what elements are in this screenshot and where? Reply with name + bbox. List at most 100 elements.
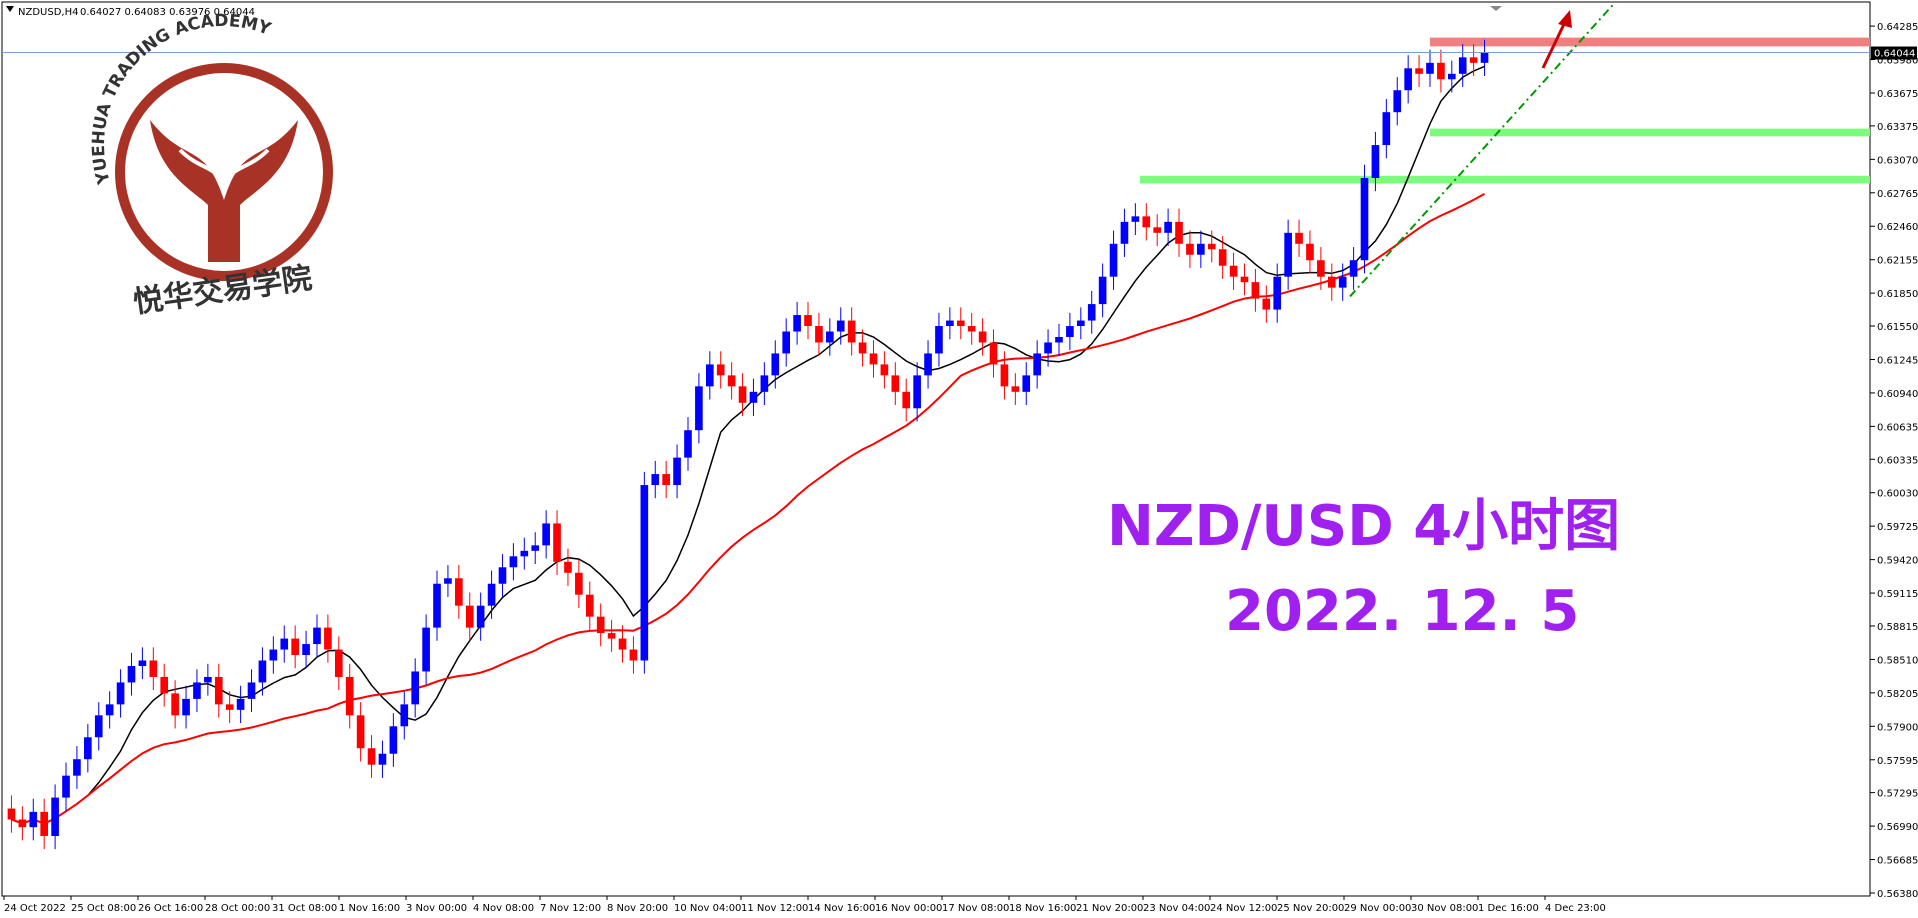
- candle-body: [738, 386, 747, 403]
- price-tick-label: 0.63375: [1877, 122, 1918, 133]
- candle-body: [487, 583, 496, 606]
- candle-body: [1426, 62, 1434, 74]
- time-tick-label: 26 Oct 16:00: [138, 903, 203, 914]
- time-tick-label: 18 Nov 16:00: [1009, 903, 1076, 914]
- candle-body: [193, 682, 201, 699]
- price-tick-label: 0.58815: [1877, 622, 1918, 633]
- candle-body: [673, 457, 681, 486]
- price-tick-label: 0.57900: [1877, 722, 1918, 733]
- support-zone-lower: [1140, 175, 1870, 184]
- candle-body: [1033, 353, 1041, 376]
- candle-body: [858, 342, 867, 354]
- candle-body: [902, 391, 911, 409]
- time-tick-label: 31 Oct 08:00: [272, 903, 337, 914]
- candle-body: [225, 704, 234, 710]
- chart-header: NZDUSD,H4 0.64027 0.64083 0.63976 0.6404…: [6, 6, 255, 18]
- candle-body: [1131, 216, 1140, 222]
- candle-body: [891, 375, 900, 392]
- uptrend-line: [1349, 1, 1616, 298]
- logo-leaf-icon: [178, 148, 270, 190]
- candle-body: [705, 364, 714, 387]
- candle-body: [94, 715, 103, 738]
- candle-body: [345, 676, 354, 716]
- candle-body: [182, 698, 190, 716]
- candle-body: [247, 682, 256, 699]
- candle-body: [1044, 342, 1052, 354]
- candle-body: [989, 342, 998, 365]
- ma-fast-line: [11, 65, 1485, 825]
- candle-body: [575, 572, 583, 595]
- candle-body: [913, 375, 921, 409]
- candle-body: [1197, 243, 1205, 255]
- candle-body: [542, 523, 550, 546]
- price-tick-label: 0.60635: [1877, 422, 1918, 433]
- candle-body: [1055, 336, 1063, 343]
- candle-body: [1317, 260, 1325, 277]
- candle-body: [51, 797, 59, 836]
- candle-body: [367, 748, 376, 765]
- candle-body: [520, 550, 529, 557]
- candle-body: [313, 627, 321, 645]
- candle-body: [269, 649, 278, 661]
- candle-body: [1120, 221, 1129, 244]
- candle-body: [924, 353, 932, 376]
- time-tick-label: 29 Nov 00:00: [1344, 903, 1411, 914]
- time-tick-label: 3 Nov 00:00: [406, 903, 467, 914]
- candle-body: [1207, 243, 1216, 250]
- candle-body: [7, 808, 16, 820]
- price-tick-label: 0.63980: [1877, 56, 1918, 67]
- candle-body: [793, 315, 801, 332]
- candle-body: [280, 638, 289, 650]
- price-tick-label: 0.58510: [1877, 655, 1918, 666]
- candle-body: [771, 353, 780, 376]
- candles-layer: [7, 39, 1489, 850]
- candle-body: [455, 578, 463, 606]
- candle-body: [1404, 68, 1412, 91]
- candle-body: [204, 676, 212, 683]
- candle-body: [880, 364, 889, 376]
- candle-body: [334, 649, 343, 677]
- symbol-label: NZDUSD,H4: [18, 7, 78, 18]
- candle-body: [1469, 57, 1478, 63]
- candle-body: [847, 320, 856, 343]
- candle-body: [40, 811, 49, 836]
- candle-body: [302, 644, 310, 656]
- candle-body: [1338, 276, 1347, 288]
- candle-body: [1153, 227, 1162, 233]
- candle-body: [1098, 276, 1107, 305]
- time-tick-label: 10 Nov 04:00: [674, 903, 741, 914]
- time-tick-label: 14 Nov 16:00: [808, 903, 875, 914]
- price-axis: 0.64285 0.63980 0.63675 0.63375 0.63070 0.627…: [1870, 22, 1918, 900]
- candle-body: [1109, 243, 1118, 277]
- candle-body: [1076, 320, 1085, 327]
- candle-body: [1011, 386, 1020, 392]
- candle-body: [236, 698, 245, 710]
- candle-body: [1142, 216, 1151, 228]
- price-tick-label: 0.59420: [1877, 556, 1918, 567]
- candle-body: [400, 704, 409, 727]
- candle-body: [782, 331, 791, 354]
- price-tick-label: 0.59725: [1877, 522, 1918, 533]
- candle-body: [695, 386, 703, 431]
- candle-body: [18, 819, 27, 828]
- candle-body: [956, 320, 965, 327]
- candle-body: [1022, 375, 1031, 392]
- candle-body: [422, 627, 430, 672]
- ohlc-label: 0.64027 0.64083 0.63976 0.64044: [80, 7, 255, 18]
- candle-body: [444, 578, 452, 584]
- candle-body: [1393, 90, 1402, 113]
- candle-body: [826, 331, 834, 343]
- time-tick-label: 7 Nov 12:00: [540, 903, 601, 914]
- candle-body: [1306, 243, 1314, 261]
- price-tick-label: 0.64285: [1877, 22, 1918, 33]
- candle-body: [1415, 68, 1423, 74]
- price-tick-label: 0.61850: [1877, 289, 1918, 300]
- candle-body: [171, 693, 179, 716]
- candle-body: [935, 326, 943, 354]
- price-tick-label: 0.57295: [1877, 789, 1918, 800]
- price-tick-label: 0.63070: [1877, 155, 1918, 166]
- price-tick-label: 0.60335: [1877, 455, 1918, 466]
- candle-body: [1349, 260, 1358, 277]
- candle-body: [1229, 265, 1238, 277]
